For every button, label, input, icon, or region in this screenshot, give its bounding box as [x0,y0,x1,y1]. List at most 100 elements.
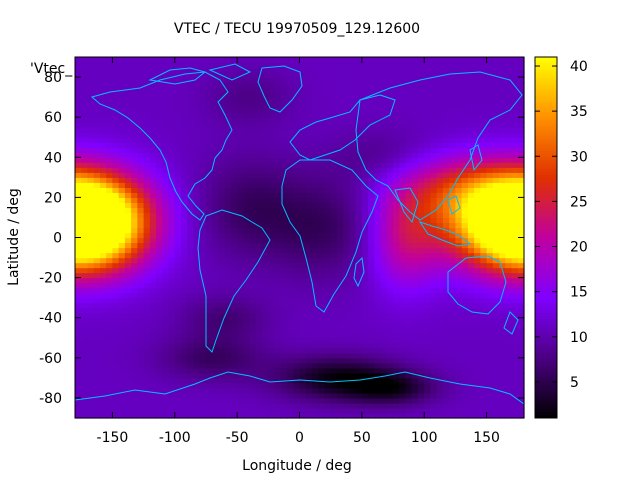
heatmap-cell [430,112,438,118]
heatmap-cell [467,102,475,108]
heatmap-cell [274,157,282,163]
heatmap-cell [355,112,363,118]
heatmap-cell [149,387,157,394]
heatmap-cell [368,202,375,209]
heatmap-cell [149,177,157,183]
heatmap-cell [399,162,407,168]
heatmap-cell [249,62,257,68]
heatmap-cell [137,227,145,234]
heatmap-cell [436,187,444,193]
heatmap-cell [75,292,82,299]
heatmap-cell [461,262,469,269]
heatmap-cell [405,297,413,304]
heatmap-cell [174,297,182,304]
heatmap-cell [405,117,413,123]
heatmap-cell [324,382,332,389]
heatmap-cell [137,282,145,289]
heatmap-cell [380,322,388,329]
heatmap-cell [181,407,188,414]
heatmap-cell [486,132,494,138]
heatmap-cell [162,177,170,183]
heatmap-cell [343,202,350,209]
heatmap-cell [149,357,157,364]
heatmap-cell [168,352,176,359]
heatmap-cell [149,412,157,419]
heatmap-cell [480,192,488,198]
heatmap-cell [268,327,276,334]
heatmap-cell [87,357,95,364]
heatmap-cell [131,322,138,329]
heatmap-cell [93,77,101,83]
heatmap-cell [480,247,488,254]
heatmap-cell [305,247,313,254]
heatmap-cell [124,352,132,359]
heatmap-cell [386,177,394,183]
heatmap-cell [255,412,263,419]
heatmap-cell [181,177,188,183]
heatmap-cell [87,227,95,234]
heatmap-cell [93,242,101,249]
heatmap-cell [430,297,438,304]
heatmap-cell [417,322,425,329]
heatmap-cell [280,257,288,264]
heatmap-cell [124,412,132,419]
heatmap-cell [461,257,469,264]
heatmap-cell [162,377,170,384]
heatmap-cell [131,217,138,224]
heatmap-cell [430,347,438,354]
heatmap-cell [149,262,157,269]
heatmap-cell [106,347,114,354]
heatmap-cell [181,212,188,219]
heatmap-cell [99,222,107,229]
heatmap-cell [430,267,438,274]
heatmap-cell [318,147,326,153]
heatmap-cell [193,357,201,364]
heatmap-cell [274,272,282,279]
heatmap-cell [168,137,176,143]
heatmap-cell [106,302,114,309]
heatmap-cell [149,337,157,344]
heatmap-cell [124,342,132,349]
heatmap-cell [417,367,425,374]
heatmap-cell [75,62,82,68]
heatmap-cell [268,217,276,224]
heatmap-cell [99,207,107,214]
heatmap-cell [230,67,238,73]
heatmap-cell [249,192,257,198]
heatmap-cell [230,87,238,93]
heatmap-cell [455,382,463,389]
heatmap-cell [399,412,407,419]
heatmap-cell [249,82,257,88]
heatmap-cell [293,142,301,148]
heatmap-cell [380,307,388,314]
heatmap-cell [230,102,238,108]
heatmap-cell [436,272,444,279]
heatmap-cell [411,107,419,113]
heatmap-cell [324,207,332,214]
heatmap-cell [461,172,469,178]
heatmap-cell [299,267,307,274]
heatmap-cell [336,157,344,163]
heatmap-cell [118,287,126,294]
heatmap-cell [424,177,432,183]
heatmap-cell [99,77,107,83]
heatmap-cell [149,87,157,93]
heatmap-cell [193,137,201,143]
heatmap-cell [330,112,338,118]
heatmap-cell [268,132,276,138]
heatmap-cell [305,207,313,214]
heatmap-cell [193,222,201,229]
heatmap-cell [143,362,151,369]
heatmap-cell [455,297,463,304]
heatmap-cell [156,142,163,148]
heatmap-cell [455,397,463,404]
heatmap-cell [318,312,326,319]
heatmap-cell [386,327,394,334]
heatmap-cell [106,257,114,264]
heatmap-cell [442,77,450,83]
heatmap-cell [249,127,257,133]
heatmap-cell [143,397,151,404]
heatmap-cell [343,322,350,329]
heatmap-cell [249,287,257,294]
heatmap-cell [118,152,126,158]
